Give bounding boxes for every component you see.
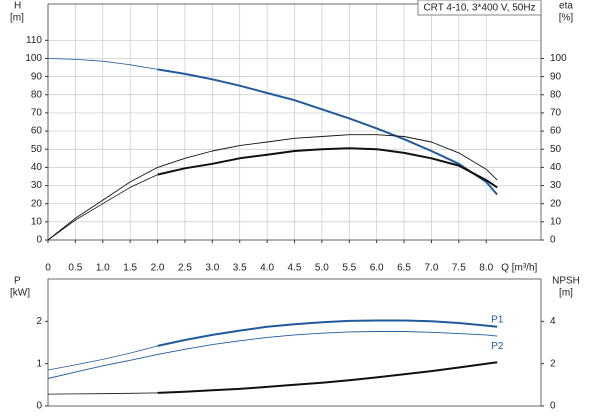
y-tick-label: 20 (31, 198, 43, 209)
x-axis-label: Q [m³/h] (501, 263, 537, 274)
x-tick-label: 4.5 (288, 263, 302, 274)
y2-tick-label: 4 (550, 316, 556, 327)
curve-label: P1 (491, 314, 504, 325)
y2-tick-label: 0 (550, 401, 556, 412)
chart-title: CRT 4-10, 3*400 V, 50Hz (423, 3, 535, 14)
y2-axis-unit: [%] (559, 13, 574, 24)
y-tick-label: 2 (36, 316, 42, 327)
x-tick-label: 4.0 (260, 263, 274, 274)
y-tick-label: 0 (36, 401, 42, 412)
y-axis-label: H (14, 1, 21, 12)
x-tick-label: 2.0 (151, 263, 165, 274)
curve (157, 68, 498, 196)
y2-tick-label: 10 (550, 216, 562, 227)
x-tick-label: 1.0 (96, 263, 110, 274)
y-tick-label: 50 (31, 144, 43, 155)
y2-tick-label: 0 (550, 235, 556, 246)
y2-tick-label: 20 (550, 198, 562, 209)
y-tick-label: 100 (25, 53, 42, 64)
x-tick-label: 5.0 (315, 263, 329, 274)
x-tick-label: 3.5 (233, 263, 247, 274)
x-tick-label: 6.5 (397, 263, 411, 274)
plot-frame (47, 278, 542, 407)
y-axis-unit: [m] (10, 13, 24, 24)
x-tick-label: 8.0 (479, 263, 493, 274)
curve (47, 331, 498, 379)
y-tick-label: 40 (31, 162, 43, 173)
y2-tick-label: 100 (550, 53, 567, 64)
y-tick-label: 80 (31, 89, 43, 100)
y2-axis-label: NPSH (552, 276, 580, 287)
y2-tick-label: 2 (550, 358, 556, 369)
y-axis-label: P (14, 276, 21, 287)
y-tick-label: 60 (31, 126, 43, 137)
curve (157, 361, 498, 394)
y-tick-label: 30 (31, 180, 43, 191)
y-tick-label: 10 (31, 216, 43, 227)
curve-thin (47, 392, 158, 395)
x-tick-label: 2.5 (178, 263, 192, 274)
y2-tick-label: 30 (550, 180, 562, 191)
curve-label: P2 (491, 341, 504, 352)
y-tick-label: 110 (26, 35, 42, 46)
x-tick-label: 1.5 (123, 263, 137, 274)
x-tick-label: 7.0 (424, 263, 438, 274)
x-tick-label: 7.5 (452, 263, 466, 274)
y2-tick-label: 90 (550, 71, 562, 82)
y-axis-unit: [kW] (10, 288, 30, 299)
y-tick-label: 1 (36, 358, 42, 369)
x-tick-label: 0.5 (68, 263, 82, 274)
x-tick-label: 5.5 (342, 263, 356, 274)
title-box (417, 0, 542, 16)
y-tick-label: 90 (31, 71, 43, 82)
y-tick-label: 70 (31, 108, 43, 119)
x-tick-label: 3.0 (205, 263, 219, 274)
curve (157, 147, 498, 189)
curve (157, 319, 498, 347)
curve-thin (47, 174, 158, 241)
y2-tick-label: 60 (550, 126, 562, 137)
x-tick-label: 0 (45, 263, 51, 274)
y2-axis-unit: [m] (559, 288, 573, 299)
x-tick-label: 6.0 (370, 263, 384, 274)
curve (47, 134, 498, 241)
y2-tick-label: 70 (550, 108, 562, 119)
curve-thin (47, 345, 158, 371)
curve-thin (47, 58, 158, 70)
y2-axis-label: eta (559, 1, 573, 12)
y2-tick-label: 40 (550, 162, 562, 173)
plot-frame (47, 3, 542, 241)
y2-tick-label: 80 (550, 89, 562, 100)
y2-tick-label: 50 (550, 144, 562, 155)
y-tick-label: 0 (36, 235, 42, 246)
